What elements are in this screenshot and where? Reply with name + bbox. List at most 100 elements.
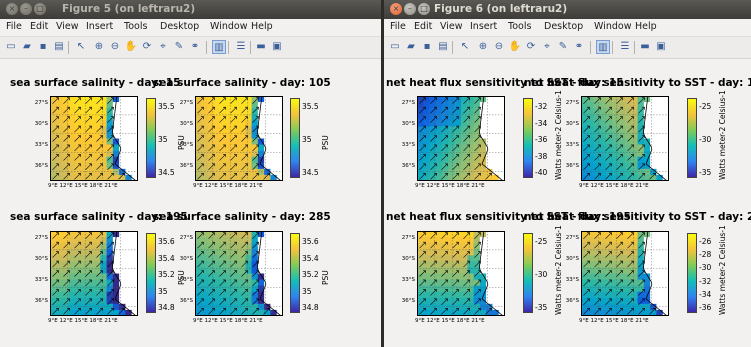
- new-figure-icon[interactable]: ▭: [390, 41, 400, 52]
- hide-plot-tools-icon[interactable]: ▬: [640, 41, 650, 52]
- field-cell: [656, 309, 664, 316]
- colorbar[interactable]: [290, 98, 300, 178]
- map-axes[interactable]: [195, 231, 283, 316]
- map-axes[interactable]: [581, 231, 669, 316]
- field-cell: [423, 156, 430, 164]
- wind-arrow: [96, 308, 103, 315]
- menu-file[interactable]: File: [390, 21, 406, 32]
- save-icon[interactable]: ▪: [423, 41, 431, 52]
- colorbar[interactable]: [523, 98, 533, 178]
- menu-edit[interactable]: Edit: [30, 21, 49, 32]
- print-icon[interactable]: ▤: [438, 41, 448, 52]
- rotate-icon[interactable]: ⟳: [142, 41, 152, 52]
- select-arrow-icon[interactable]: ↖: [76, 41, 86, 52]
- menu-insert[interactable]: Insert: [470, 21, 498, 32]
- map-axes[interactable]: [50, 96, 138, 181]
- wind-arrow: [463, 308, 470, 315]
- wind-arrow: [605, 116, 612, 123]
- field-cell: [486, 156, 493, 164]
- figure-6-window: × – □ Figure 6 (on leftraru2) File Edit …: [384, 0, 751, 347]
- open-file-icon[interactable]: ▰: [23, 41, 31, 52]
- field-cell: [442, 273, 449, 280]
- figure-canvas[interactable]: sea surface salinity - day: 15 27°S 30°S 33…: [0, 59, 381, 347]
- colorbar-icon[interactable]: ▥: [212, 40, 226, 54]
- link-icon[interactable]: ⚭: [574, 41, 584, 52]
- minimize-window-button[interactable]: –: [404, 3, 416, 15]
- brush-icon[interactable]: ✎: [174, 41, 184, 52]
- legend-icon[interactable]: ☰: [620, 41, 630, 52]
- title-bar[interactable]: × – □ Figure 5 (on leftraru2): [0, 0, 381, 19]
- menu-view[interactable]: View: [56, 21, 79, 32]
- pan-icon[interactable]: ✋: [124, 41, 138, 52]
- colorbar[interactable]: [146, 98, 156, 178]
- legend-icon[interactable]: ☰: [236, 41, 246, 52]
- field-cell: [94, 144, 101, 152]
- close-window-button[interactable]: ×: [6, 3, 18, 15]
- print-icon[interactable]: ▤: [54, 41, 64, 52]
- menu-window[interactable]: Window: [210, 21, 248, 32]
- field-cell: [245, 102, 252, 109]
- zoom-out-icon[interactable]: ⊖: [494, 41, 504, 52]
- map-axes[interactable]: [195, 96, 283, 181]
- map-axes[interactable]: [417, 231, 505, 316]
- brush-icon[interactable]: ✎: [558, 41, 568, 52]
- menu-file[interactable]: File: [6, 21, 22, 32]
- colorbar-tick-label: -36: [535, 135, 548, 144]
- zoom-in-icon[interactable]: ⊕: [478, 41, 488, 52]
- colorbar[interactable]: [290, 233, 300, 313]
- colorbar[interactable]: [146, 233, 156, 313]
- zoom-out-icon[interactable]: ⊖: [110, 41, 120, 52]
- field-cell: [417, 120, 424, 127]
- pan-icon[interactable]: ✋: [508, 41, 522, 52]
- minimize-window-button[interactable]: –: [20, 3, 32, 15]
- show-plot-tools-icon[interactable]: ▣: [656, 41, 666, 52]
- map-axes[interactable]: [581, 96, 669, 181]
- menu-edit[interactable]: Edit: [414, 21, 433, 32]
- data-cursor-icon[interactable]: ⌖: [544, 41, 550, 52]
- select-arrow-icon[interactable]: ↖: [460, 41, 470, 52]
- menu-tools[interactable]: Tools: [124, 21, 148, 32]
- menu-tools[interactable]: Tools: [508, 21, 532, 32]
- menu-insert[interactable]: Insert: [86, 21, 114, 32]
- field-cell: [125, 309, 133, 316]
- menu-window[interactable]: Window: [594, 21, 632, 32]
- map-axes[interactable]: [50, 231, 138, 316]
- wind-arrow: [452, 260, 459, 268]
- close-window-button[interactable]: ×: [390, 3, 402, 15]
- title-bar[interactable]: × – □ Figure 6 (on leftraru2): [384, 0, 751, 19]
- colorbar[interactable]: [687, 98, 697, 178]
- open-file-icon[interactable]: ▰: [407, 41, 415, 52]
- field-cell: [656, 96, 664, 103]
- colorbar[interactable]: [687, 233, 697, 313]
- new-figure-icon[interactable]: ▭: [6, 41, 16, 52]
- menu-view[interactable]: View: [440, 21, 463, 32]
- colorbar-icon[interactable]: ▥: [596, 40, 610, 54]
- field-cell: [631, 291, 638, 299]
- colorbar[interactable]: [523, 233, 533, 313]
- hide-plot-tools-icon[interactable]: ▬: [256, 41, 266, 52]
- zoom-in-icon[interactable]: ⊕: [94, 41, 104, 52]
- maximize-window-button[interactable]: □: [34, 3, 46, 15]
- show-plot-tools-icon[interactable]: ▣: [272, 41, 282, 52]
- wind-arrow: [74, 251, 81, 258]
- menu-desktop[interactable]: Desktop: [160, 21, 200, 32]
- menu-help[interactable]: Help: [635, 21, 657, 32]
- field-cell: [251, 156, 259, 164]
- maximize-window-button[interactable]: □: [418, 3, 430, 15]
- field-cell: [498, 279, 505, 287]
- figure-canvas[interactable]: net heat flux sensitivity to SST - day: …: [384, 59, 751, 347]
- rotate-icon[interactable]: ⟳: [526, 41, 536, 52]
- link-icon[interactable]: ⚭: [190, 41, 200, 52]
- field-cell: [612, 102, 620, 109]
- save-icon[interactable]: ▪: [39, 41, 47, 52]
- colorbar-tick-label: 35: [302, 286, 312, 296]
- map-axes[interactable]: [417, 96, 505, 181]
- wind-arrow: [74, 260, 81, 268]
- data-cursor-icon[interactable]: ⌖: [160, 41, 166, 52]
- field-cell: [429, 303, 437, 311]
- menu-desktop[interactable]: Desktop: [544, 21, 584, 32]
- field-cell: [448, 285, 456, 293]
- wind-arrow: [419, 260, 426, 268]
- menu-help[interactable]: Help: [251, 21, 273, 32]
- field-cell: [81, 138, 89, 145]
